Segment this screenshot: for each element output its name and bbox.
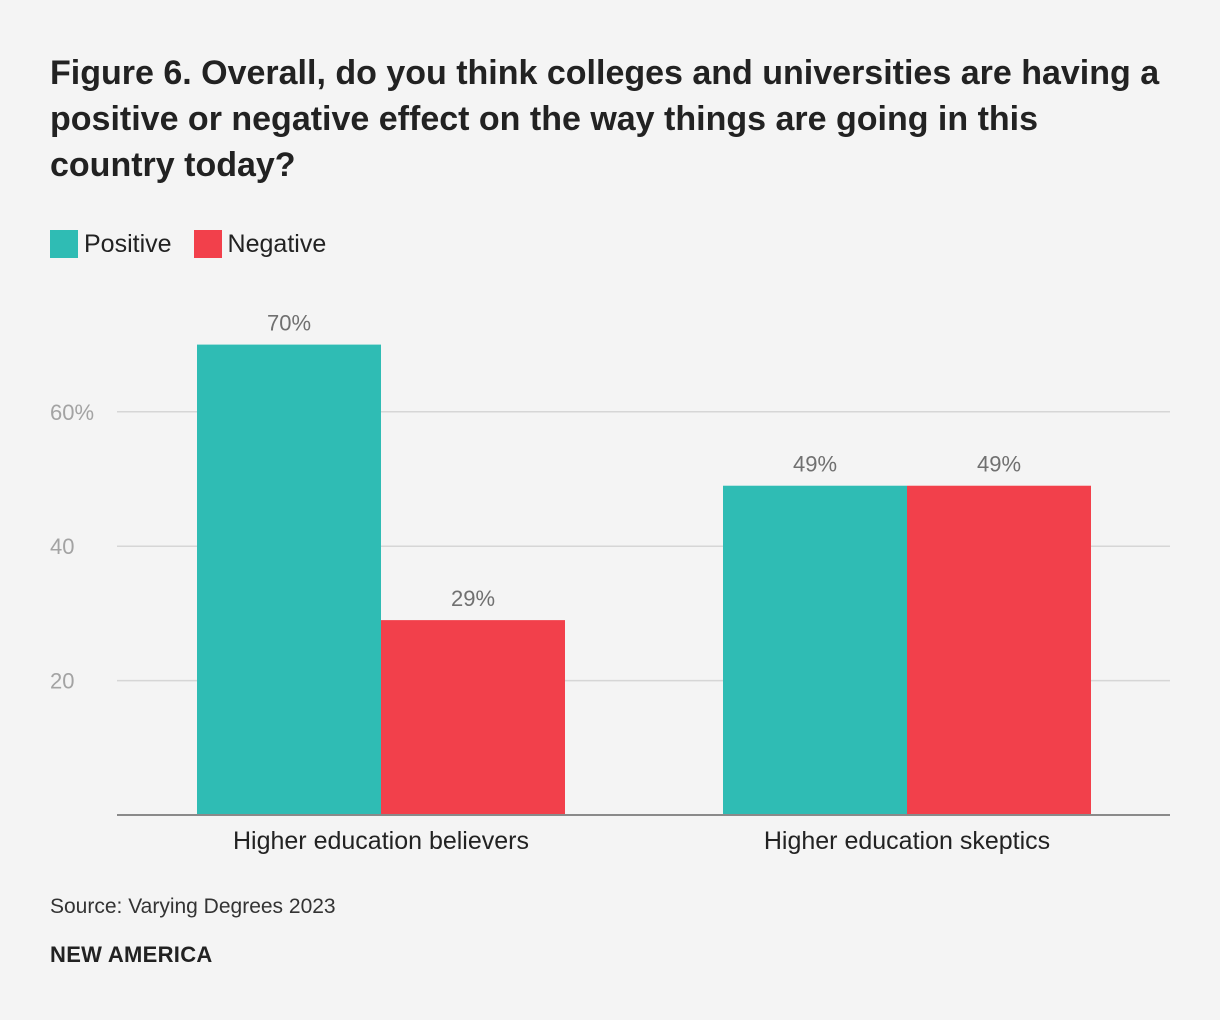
brand-wordmark: NEW AMERICA bbox=[50, 942, 213, 967]
bar-positive-skeptics[interactable] bbox=[723, 485, 907, 815]
bar-chart: 20 40 60% 70% 29% Higher education believers 4… bbox=[50, 311, 1170, 855]
legend-item-negative[interactable]: Negative bbox=[193, 229, 327, 259]
bar-positive-believers[interactable] bbox=[197, 344, 381, 815]
legend: Positive Negative bbox=[50, 229, 348, 259]
bar-negative-believers[interactable] bbox=[381, 620, 565, 815]
legend-swatch-negative bbox=[193, 230, 222, 258]
value-label-positive-skeptics: 49% bbox=[793, 452, 837, 477]
legend-label-positive: Positive bbox=[84, 230, 172, 258]
x-category-label-believers: Higher education believers bbox=[233, 827, 529, 855]
y-tick-label-40: 40 bbox=[50, 534, 74, 559]
value-label-negative-skeptics: 49% bbox=[977, 452, 1021, 477]
value-label-negative-believers: 29% bbox=[451, 586, 495, 611]
legend-label-negative: Negative bbox=[227, 230, 327, 258]
bar-negative-skeptics[interactable] bbox=[907, 485, 1091, 815]
source-note: Source: Varying Degrees 2023 bbox=[50, 895, 336, 918]
x-category-label-skeptics: Higher education skeptics bbox=[764, 827, 1050, 855]
y-tick-label-60: 60% bbox=[50, 400, 94, 425]
legend-swatch-positive bbox=[50, 230, 78, 258]
legend-item-positive[interactable]: Positive bbox=[50, 229, 172, 259]
value-label-positive-believers: 70% bbox=[267, 311, 311, 336]
chart-title: Figure 6. Overall, do you think colleges… bbox=[50, 54, 1160, 184]
y-tick-label-20: 20 bbox=[50, 669, 74, 694]
